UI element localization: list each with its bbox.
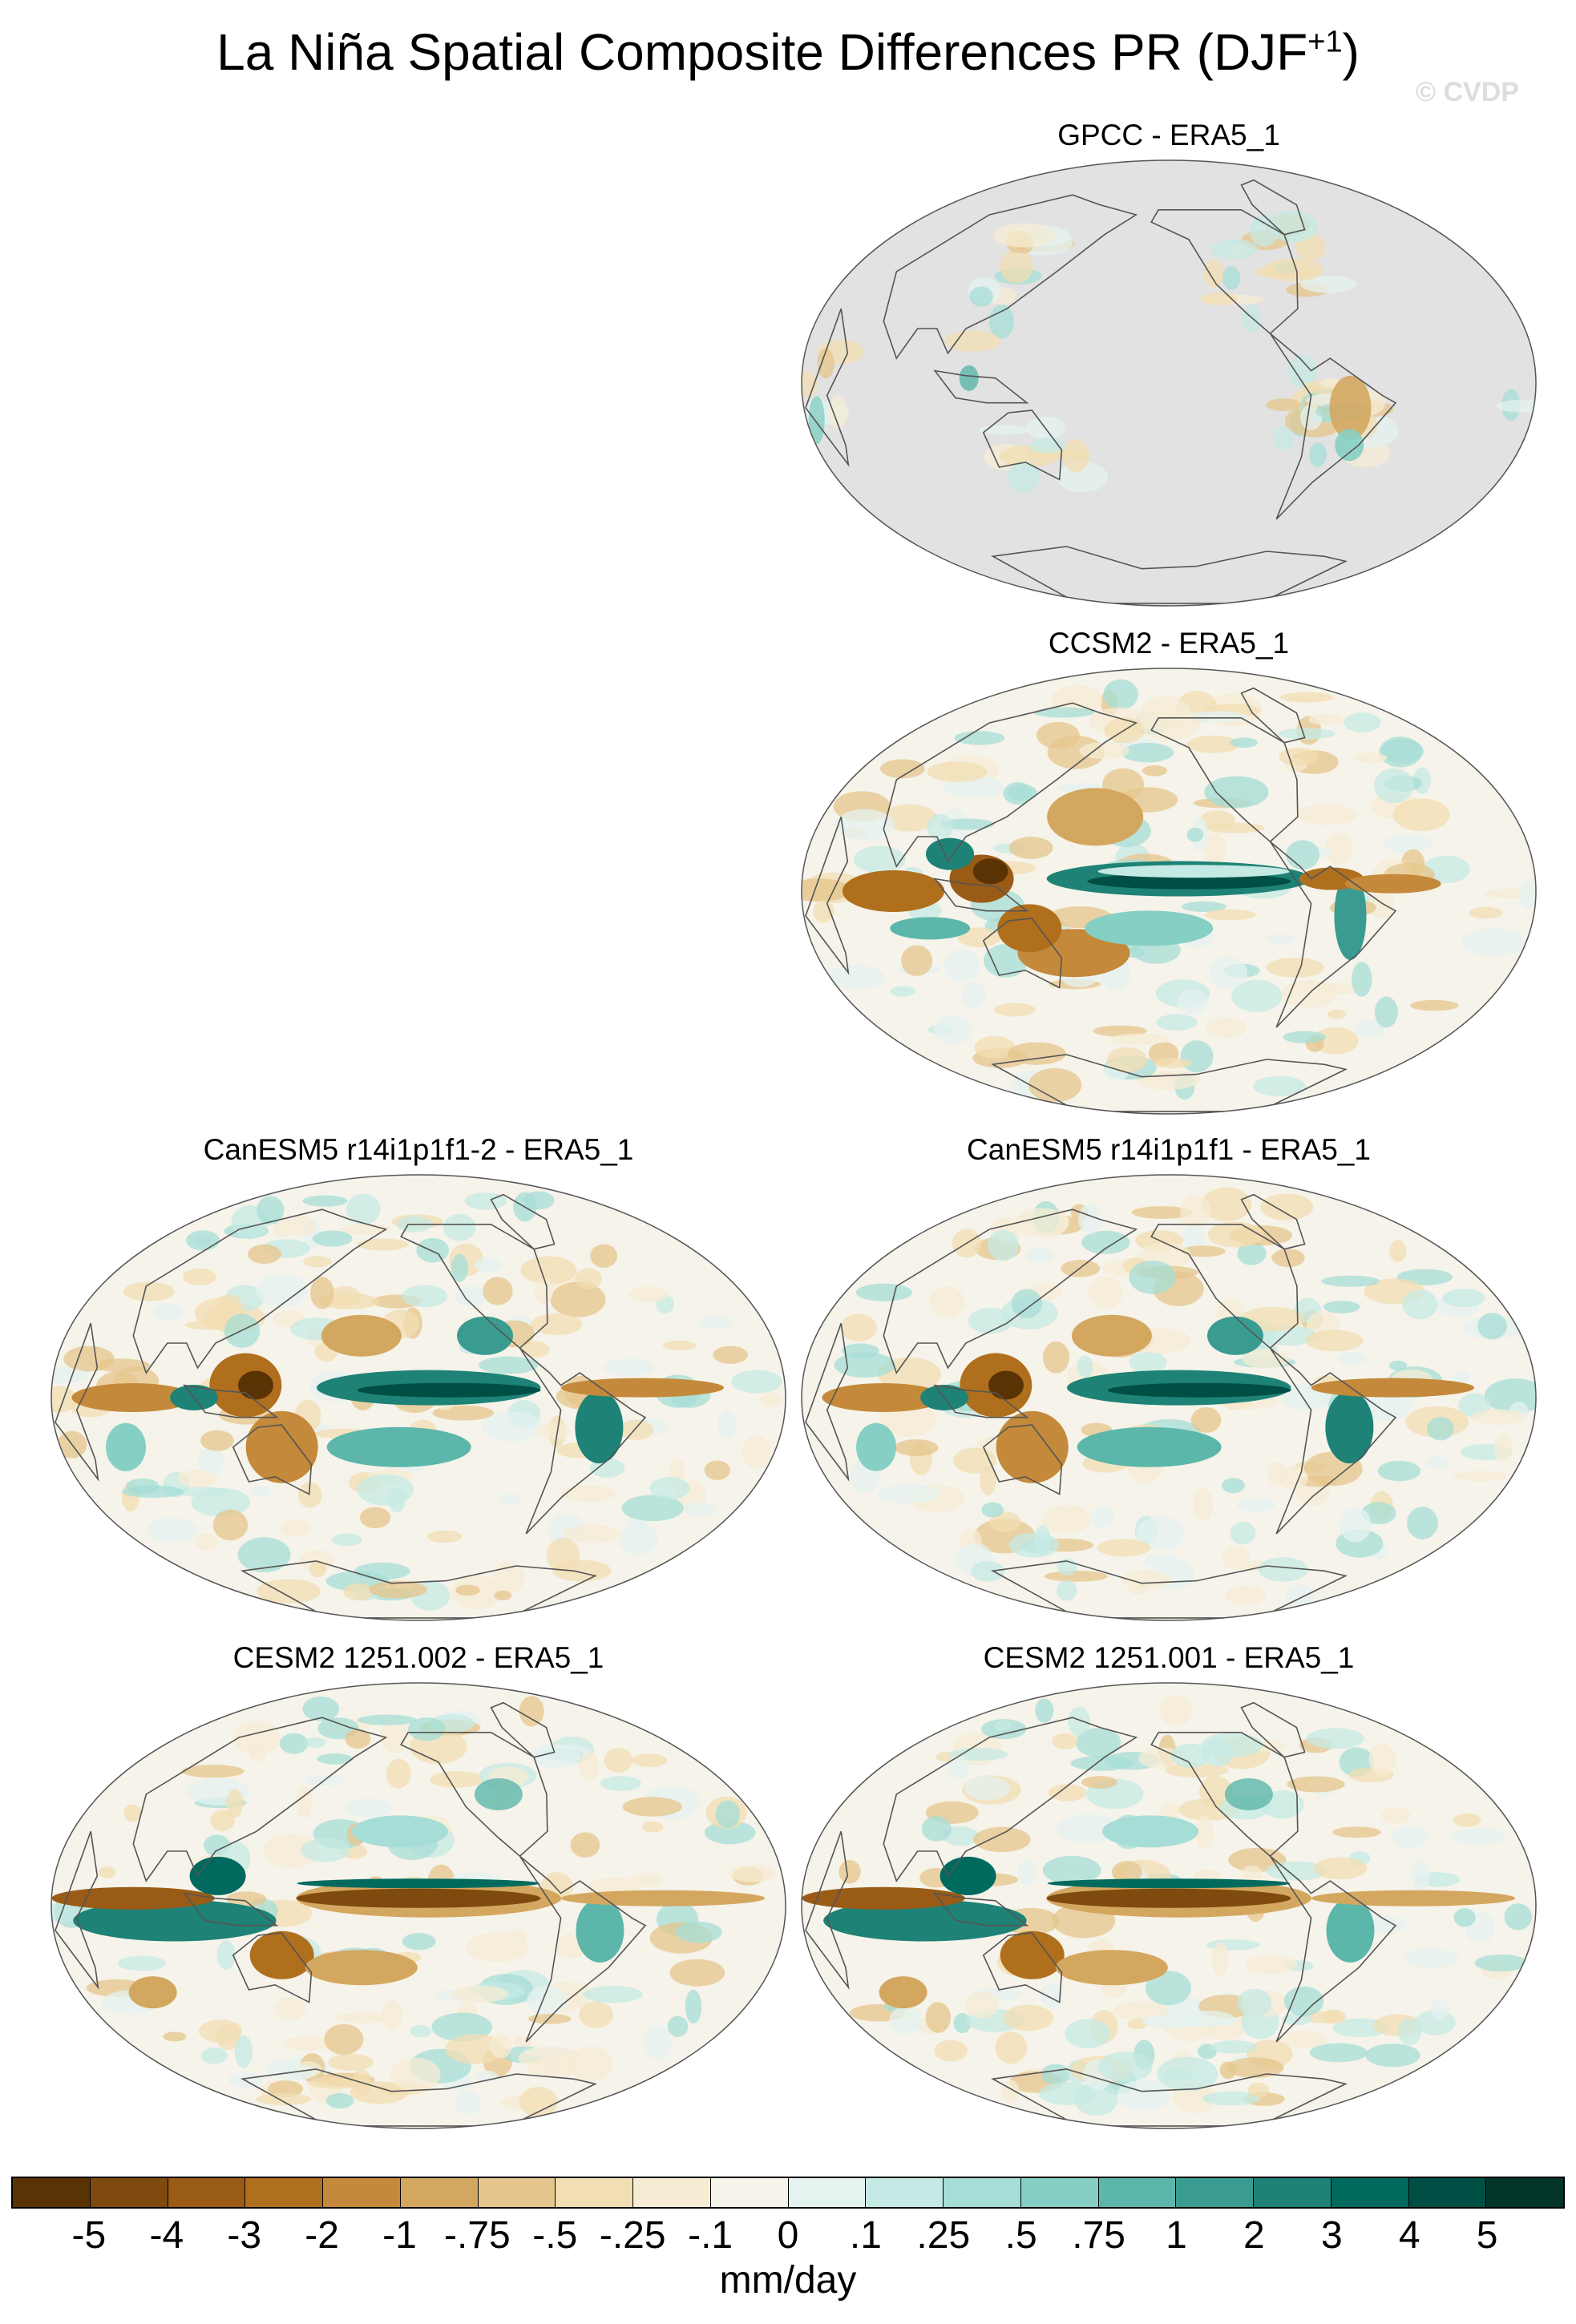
colorbar-swatch	[1486, 2178, 1563, 2207]
colorbar-swatch	[944, 2178, 1021, 2207]
colorbar-tick-label: 1	[1166, 2214, 1187, 2257]
colorbar-tick-label: -.1	[688, 2214, 733, 2257]
colorbar-swatch	[323, 2178, 401, 2207]
colorbar-tick-label: -5	[71, 2214, 107, 2257]
colorbar-swatch	[1408, 2178, 1487, 2207]
colorbar	[11, 2177, 1565, 2209]
colorbar-swatch	[633, 2178, 711, 2207]
colorbar-tick-label: .75	[1072, 2214, 1125, 2257]
colorbar-swatch	[788, 2178, 867, 2207]
colorbar-tick-label: 3	[1320, 2214, 1343, 2257]
panel-title-gpcc: GPCC - ERA5_1	[1057, 119, 1280, 151]
map-panel-cesm2-001	[800, 1681, 1538, 2130]
colorbar-units: mm/day	[719, 2259, 857, 2302]
colorbar-swatch	[90, 2178, 168, 2207]
panel-title-cesm2-001: CESM2 1251.001 - ERA5_1	[983, 1641, 1355, 1674]
map-panel-gpcc	[800, 159, 1538, 607]
colorbar-tick-label: 5	[1476, 2214, 1498, 2257]
colorbar-swatch	[556, 2178, 633, 2207]
colorbar-swatch	[866, 2178, 944, 2207]
colorbar-swatch	[710, 2178, 789, 2207]
colorbar-tick-label: 2	[1243, 2214, 1265, 2257]
colorbar-swatch	[1254, 2178, 1332, 2207]
map-panel-cesm2-002	[50, 1681, 787, 2130]
colorbar-tick-label: .25	[916, 2214, 971, 2257]
colorbar-tick-label: 4	[1398, 2214, 1420, 2257]
map-panel-ccsm2	[800, 667, 1538, 1116]
colorbar-swatch	[245, 2178, 323, 2207]
colorbar-tick-label: -.75	[444, 2214, 511, 2257]
colorbar-tick-label: .1	[849, 2214, 882, 2257]
panel-title-canesm5-1: CanESM5 r14i1p1f1 - ERA5_1	[967, 1133, 1371, 1166]
figure-title: La Niña Spatial Composite Differences PR…	[216, 23, 1360, 81]
colorbar-swatch	[400, 2178, 479, 2207]
cvdp-watermark: © CVDP	[1416, 77, 1519, 107]
colorbar-tick-label: .5	[1004, 2214, 1037, 2257]
panel-title-canesm5-2: CanESM5 r14i1p1f1-2 - ERA5_1	[203, 1133, 634, 1166]
colorbar-tick-label: -4	[149, 2214, 184, 2257]
colorbar-tick-label: -.25	[599, 2214, 666, 2257]
colorbar-tick-label: -2	[305, 2214, 339, 2257]
colorbar-tick-label: -.5	[532, 2214, 578, 2257]
map-panel-canesm5-2	[50, 1173, 787, 1622]
map-panel-canesm5-1	[800, 1173, 1538, 1622]
colorbar-swatch	[1176, 2178, 1254, 2207]
panel-title-ccsm2: CCSM2 - ERA5_1	[1048, 627, 1290, 660]
colorbar-swatch	[168, 2178, 246, 2207]
panel-title-cesm2-002: CESM2 1251.002 - ERA5_1	[232, 1641, 604, 1674]
colorbar-swatch	[478, 2178, 556, 2207]
colorbar-swatch	[13, 2178, 91, 2207]
colorbar-swatch	[1331, 2178, 1409, 2207]
colorbar-tick-label: 0	[777, 2214, 799, 2257]
colorbar-tick-label: -1	[382, 2214, 417, 2257]
colorbar-tick-label: -3	[227, 2214, 262, 2257]
colorbar-swatch	[1020, 2178, 1099, 2207]
colorbar-swatch	[1098, 2178, 1177, 2207]
